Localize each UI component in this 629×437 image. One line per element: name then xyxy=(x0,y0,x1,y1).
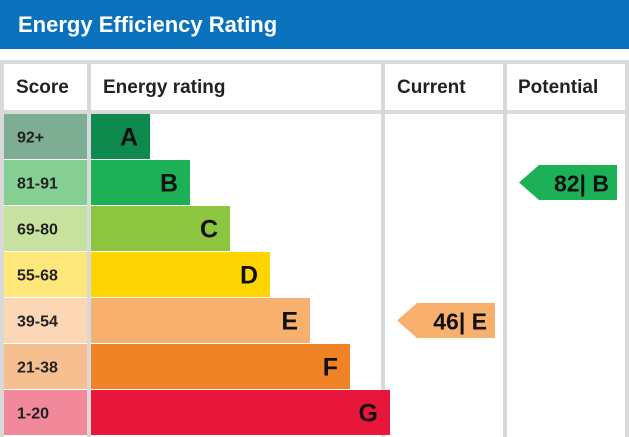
score-range-e: 39-54 xyxy=(17,314,58,331)
score-cell-g xyxy=(4,390,87,435)
score-cell-c xyxy=(4,206,87,251)
current-rating-label: 46| E xyxy=(433,309,487,335)
score-cell-b xyxy=(4,160,87,205)
rating-title: Energy Efficiency Rating xyxy=(18,12,278,37)
potential-header-cell xyxy=(507,64,625,110)
band-bar-b xyxy=(91,160,190,205)
band-letter-f: F xyxy=(323,354,338,382)
score-range-d: 55-68 xyxy=(17,268,58,285)
band-bar-a xyxy=(91,114,150,159)
score-cell-e xyxy=(4,298,87,343)
rating-header-cell xyxy=(91,64,381,110)
band-bar-c xyxy=(91,206,230,251)
rating-column-label: Energy rating xyxy=(103,77,226,98)
current-rating-arrow xyxy=(397,303,495,338)
band-letter-g: G xyxy=(359,400,378,428)
current-header-cell xyxy=(385,64,503,110)
score-cell-d xyxy=(4,252,87,297)
score-range-a: 92+ xyxy=(17,130,44,147)
band-letter-e: E xyxy=(281,308,298,336)
band-letter-a: A xyxy=(120,124,138,152)
potential-rating-label: 82| B xyxy=(554,171,609,197)
score-range-b: 81-91 xyxy=(17,176,58,193)
score-cell-f xyxy=(4,344,87,389)
rating-header: Energy Efficiency Rating xyxy=(0,0,629,49)
score-column-label: Score xyxy=(16,77,69,98)
score-range-f: 21-38 xyxy=(17,360,58,377)
band-letter-b: B xyxy=(160,170,178,198)
band-bar-d xyxy=(91,252,270,297)
score-range-c: 69-80 xyxy=(17,222,58,239)
score-cell-a xyxy=(4,114,87,159)
band-bar-g xyxy=(91,390,390,435)
band-bar-e xyxy=(91,298,310,343)
current-column-label: Current xyxy=(397,77,466,98)
current-column xyxy=(385,114,503,437)
band-bar-f xyxy=(91,344,350,389)
score-range-g: 1-20 xyxy=(17,406,49,423)
band-letter-d: D xyxy=(240,262,258,290)
potential-column-label: Potential xyxy=(518,77,599,98)
score-header-cell xyxy=(4,64,87,110)
band-letter-c: C xyxy=(200,216,218,244)
potential-rating-arrow xyxy=(519,165,617,200)
